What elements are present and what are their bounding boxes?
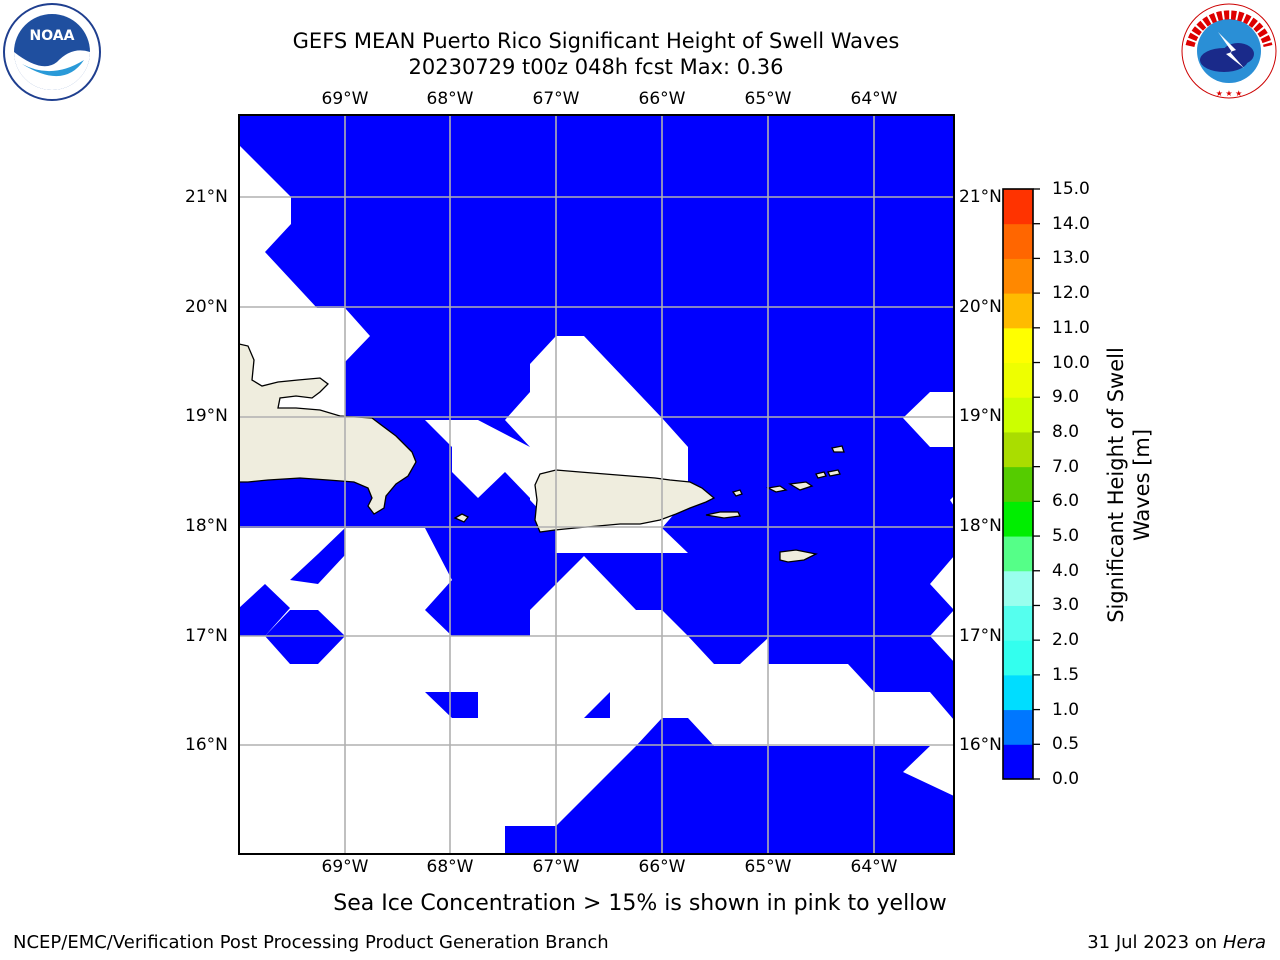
footer-branch: NCEP/EMC/Verification Post Processing Pr… (13, 932, 609, 953)
lat-label-left: 21°N (185, 187, 228, 207)
colorbar-tick-label: 11.0 (1052, 317, 1090, 338)
land-masses (239, 343, 845, 563)
lat-label-right: 17°N (959, 626, 1002, 646)
graticule (239, 115, 954, 854)
colorbar-tick-label: 10.0 (1052, 352, 1090, 373)
colorbar-title: Significant Height of Swell Waves [m] (1103, 347, 1155, 623)
colorbar (1002, 188, 1040, 780)
lon-label-top: 67°W (532, 89, 580, 109)
footer-date: 31 Jul 2023 on Hera (1087, 932, 1266, 954)
noaa-logo-icon: NOAA (3, 3, 101, 101)
lat-label-left: 18°N (185, 516, 228, 536)
noaa-logo-text: NOAA (30, 28, 75, 44)
lon-label-top: 69°W (321, 89, 369, 109)
lon-label-top: 64°W (850, 89, 898, 109)
colorbar-tick-label: 9.0 (1052, 387, 1080, 408)
colorbar-band (1003, 501, 1033, 537)
colorbar-band (1003, 709, 1033, 745)
colorbar-tick-label: 4.0 (1052, 560, 1080, 581)
colorbar-tick-label: 2.0 (1052, 630, 1080, 651)
colorbar-band (1003, 640, 1033, 676)
colorbar-tick-label: 5.0 (1052, 526, 1080, 547)
lon-label-top: 68°W (426, 89, 474, 109)
colorbar-bands (1003, 189, 1033, 780)
colorbar-tick-label: 3.0 (1052, 595, 1080, 616)
colorbar-title-line-1: Significant Height of Swell (1104, 347, 1128, 623)
colorbar-tick-label: 0.0 (1052, 769, 1080, 789)
colorbar-band (1003, 605, 1033, 641)
lon-label-bottom: 67°W (532, 857, 580, 877)
lon-label-bottom: 69°W (321, 857, 369, 877)
colorbar-band (1003, 536, 1033, 572)
colorbar-band (1003, 293, 1033, 329)
colorbar-band (1003, 570, 1033, 606)
lat-label-right: 16°N (959, 735, 1002, 755)
colorbar-tick-label: 13.0 (1052, 248, 1090, 269)
colorbar-band (1003, 223, 1033, 259)
lon-label-bottom: 64°W (850, 857, 898, 877)
lat-label-left: 16°N (185, 735, 228, 755)
colorbar-frame (1002, 188, 1034, 780)
footer-host: Hera (1222, 932, 1266, 953)
colorbar-tick-label: 0.5 (1052, 734, 1080, 755)
colorbar-ticks (1033, 188, 1040, 780)
colorbar-band (1003, 258, 1033, 294)
lon-label-bottom: 66°W (638, 857, 686, 877)
colorbar-tick-label: 7.0 (1052, 456, 1080, 477)
colorbar-band (1003, 431, 1033, 468)
colorbar-band (1003, 189, 1033, 225)
footer-date-text: 31 Jul 2023 on (1087, 932, 1223, 953)
colorbar-tick-label: 1.0 (1052, 699, 1080, 720)
colorbar-band (1003, 397, 1033, 433)
lat-label-left: 20°N (185, 297, 228, 317)
lat-label-right: 19°N (959, 406, 1002, 426)
colorbar-band (1003, 362, 1033, 398)
colorbar-tick-label: 8.0 (1052, 421, 1080, 442)
colorbar-tick-label: 1.5 (1052, 664, 1080, 685)
colorbar-tick-label: 14.0 (1052, 213, 1090, 234)
lon-label-top: 65°W (744, 89, 792, 109)
lat-label-right: 18°N (959, 516, 1002, 536)
lon-label-top: 66°W (638, 89, 686, 109)
lat-label-left: 19°N (185, 406, 228, 426)
colorbar-tick-label: 6.0 (1052, 491, 1080, 512)
colorbar-band (1003, 744, 1033, 780)
sea-ice-note: Sea Ice Concentration > 15% is shown in … (333, 891, 947, 916)
title-line-2: 20230729 t00z 048h fcst Max: 0.36 (408, 55, 784, 79)
swell-height-map (238, 114, 955, 855)
colorbar-band (1003, 327, 1033, 364)
colorbar-title-line-2: Waves [m] (1130, 428, 1154, 542)
colorbar-band (1003, 466, 1033, 502)
svg-text:★ ★ ★: ★ ★ ★ (1216, 89, 1243, 98)
lat-label-right: 20°N (959, 297, 1002, 317)
lat-label-left: 17°N (185, 626, 228, 646)
map-frame (238, 114, 955, 855)
lon-label-bottom: 65°W (744, 857, 792, 877)
title-line-1: GEFS MEAN Puerto Rico Significant Height… (292, 29, 900, 53)
colorbar-band (1003, 674, 1033, 711)
colorbar-tick-label: 12.0 (1052, 283, 1090, 304)
lon-label-bottom: 68°W (426, 857, 474, 877)
colorbar-tick-label: 15.0 (1052, 179, 1090, 199)
national-weather-service-logo-icon: ★ ★ ★ (1181, 3, 1277, 99)
lat-label-right: 21°N (959, 187, 1002, 207)
ocean-patches (239, 610, 610, 718)
